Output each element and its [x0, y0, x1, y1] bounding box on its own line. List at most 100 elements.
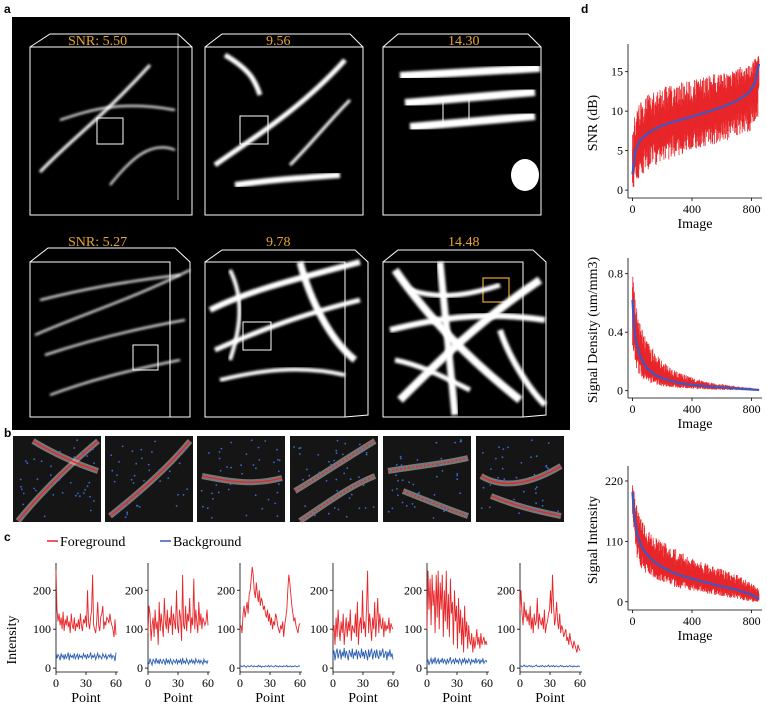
background-sample-point: [446, 509, 449, 512]
background-sample-point: [335, 478, 338, 481]
background-sample-point: [545, 465, 548, 468]
neurite: [409, 282, 501, 298]
background-sample-point: [254, 494, 257, 497]
background-sample-point: [258, 459, 261, 461]
background-sample-point: [135, 462, 138, 465]
background-sample-point: [428, 500, 430, 502]
background-sample-point: [391, 507, 394, 510]
background-sample-point: [208, 452, 210, 454]
y-tick-label: 100: [217, 622, 235, 636]
background-line: [332, 647, 394, 661]
background-sample-point: [396, 488, 398, 490]
background-sample-point: [277, 458, 279, 461]
x-axis-title: Point: [163, 691, 193, 706]
volume-render-bottom-3: [382, 249, 548, 418]
background-sample-point: [267, 498, 270, 501]
background-sample-point: [541, 505, 544, 507]
background-sample-point: [501, 456, 504, 459]
y-axis-title: Signal Intensity: [586, 496, 601, 584]
neurite: [219, 367, 346, 382]
volume-box-edges: [382, 33, 542, 48]
background-sample-point: [341, 453, 344, 456]
foreground-line: [239, 566, 301, 638]
background-sample-point: [433, 494, 436, 496]
neurite-glow: [298, 473, 377, 524]
zoom-tile-2: [105, 436, 193, 522]
background-sample-point: [182, 494, 185, 496]
background-sample-point: [167, 477, 170, 479]
y-tick-label: 0.4: [608, 325, 623, 339]
background-sample-point: [314, 514, 316, 517]
background-sample-point: [61, 492, 64, 494]
y-tick-label: 10: [611, 104, 623, 118]
background-sample-point: [177, 493, 179, 496]
background-sample-point: [136, 504, 138, 507]
neurite: [399, 64, 541, 80]
x-tick-label: 0: [424, 676, 430, 690]
background-sample-point: [77, 492, 79, 495]
background-sample-point: [278, 483, 280, 485]
y-tick-label: 0: [45, 661, 51, 675]
background-sample-point: [488, 506, 491, 509]
background-sample-point: [515, 476, 518, 479]
background-sample-point: [140, 448, 143, 451]
background-sample-point: [93, 500, 95, 502]
zoom-tile-3: [197, 436, 285, 522]
background-sample-point: [391, 489, 394, 492]
background-sample-point: [401, 501, 404, 504]
foreground-line: [332, 570, 394, 645]
x-axis-title: Point: [442, 691, 472, 706]
background-sample-point: [219, 469, 222, 472]
foreground-trace: [109, 440, 191, 517]
background-sample-point: [250, 439, 253, 442]
x-axis-title: Image: [678, 417, 713, 432]
background-sample-point: [535, 486, 538, 488]
x-tick-label: 0: [629, 202, 635, 216]
background-sample-point: [210, 516, 213, 519]
background-sample-point: [148, 469, 151, 472]
y-tick-label: 200: [33, 583, 51, 597]
background-sample-point: [400, 464, 403, 467]
volume-box-edges: [29, 33, 193, 48]
background-sample-point: [546, 467, 549, 470]
background-sample-point: [178, 462, 181, 465]
background-sample-point: [131, 450, 134, 453]
background-sample-point: [443, 510, 445, 512]
x-tick-label: 0: [517, 676, 523, 690]
background-sample-point: [137, 493, 140, 496]
background-sample-point: [35, 489, 37, 492]
foreground-trace: [32, 440, 99, 472]
background-sample-point: [19, 478, 22, 481]
x-axis-title: Image: [678, 629, 713, 644]
background-sample-point: [504, 480, 507, 482]
background-sample-point: [346, 467, 349, 469]
background-sample-point: [52, 494, 55, 496]
x-tick-label: 400: [683, 202, 701, 216]
legend-background-label: Background: [173, 535, 241, 550]
background-sample-point: [522, 490, 525, 493]
neurite: [409, 112, 536, 131]
y-tick-label: 100: [497, 622, 515, 636]
panel-c-ylabel: Intensity: [5, 616, 20, 665]
background-sample-point: [277, 470, 280, 473]
background-sample-point: [530, 456, 532, 459]
background-sample-point: [255, 467, 257, 470]
y-tick-label: 0: [617, 183, 623, 197]
y-axis-title: SNR (dB): [586, 94, 601, 151]
neurite: [44, 319, 186, 356]
background-sample-point: [241, 472, 243, 475]
background-sample-point: [261, 507, 264, 510]
neurite: [208, 259, 361, 313]
background-sample-point: [530, 439, 533, 442]
background-sample-point: [245, 453, 248, 455]
background-sample-point: [335, 452, 338, 454]
background-sample-point: [119, 503, 122, 505]
background-sample-point: [401, 479, 404, 482]
background-sample-point: [116, 512, 118, 515]
snr-label-top-1: SNR: 5.50: [68, 34, 127, 49]
foreground-line: [519, 574, 581, 653]
volume-box-front: [382, 261, 524, 418]
background-sample-point: [93, 462, 95, 464]
background-sample-point: [440, 457, 443, 460]
x-tick-label: 30: [357, 676, 369, 690]
